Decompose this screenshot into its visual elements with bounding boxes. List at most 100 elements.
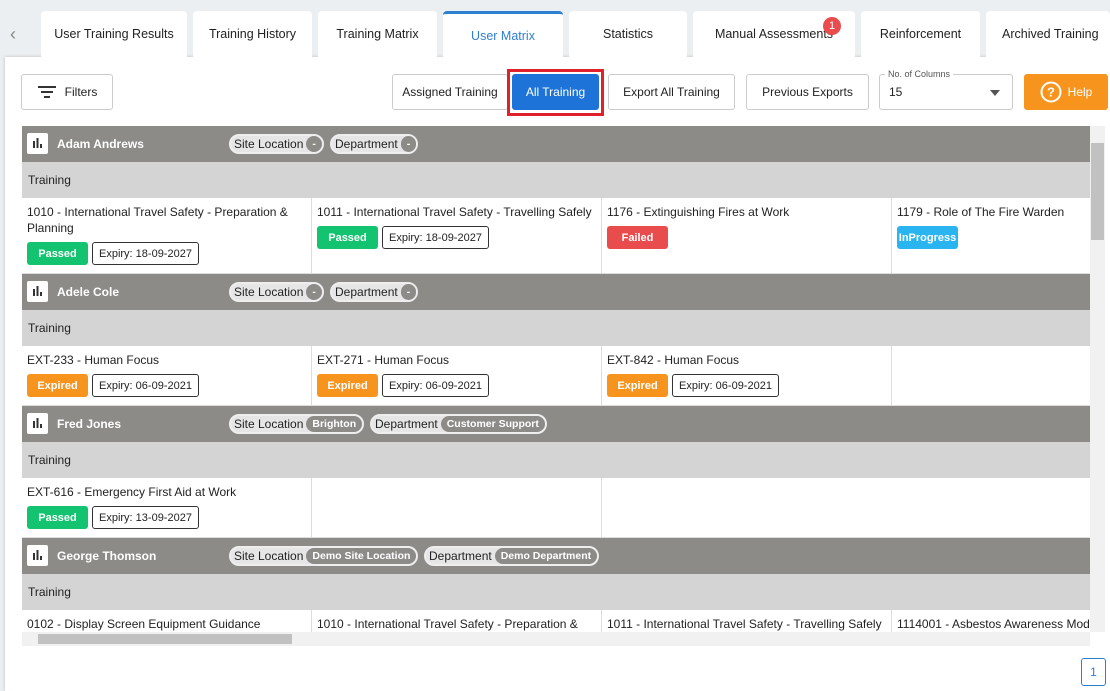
scroll-thumb[interactable] (38, 634, 292, 644)
button-label: Assigned Training (402, 85, 498, 99)
help-icon: ? (1040, 81, 1062, 103)
site-value: Demo Site Location (306, 548, 417, 564)
site-pill: Site Location Brighton (229, 414, 365, 434)
training-status: Passed Expiry: 13-09-2027 (27, 506, 306, 529)
department-value: Demo Department (494, 548, 598, 564)
help-button[interactable]: ? Help (1024, 74, 1108, 110)
department-pill: Department - (330, 282, 419, 302)
user-name: George Thomson (57, 549, 157, 563)
training-title: 1010 - International Travel Safety - Pre… (317, 617, 578, 631)
export-all-training-button[interactable]: Export All Training (608, 74, 735, 110)
tab[interactable]: User Matrix (443, 11, 563, 57)
status-badge: Passed (27, 242, 88, 265)
training-status: Failed (607, 226, 886, 249)
chart-icon (33, 418, 42, 428)
training-title: 1176 - Extinguishing Fires at Work (607, 205, 790, 219)
user-name: Adam Andrews (57, 137, 144, 151)
vertical-scrollbar[interactable] (1090, 126, 1105, 632)
training-status: InProgress (897, 226, 1090, 249)
status-badge: Expired (317, 374, 378, 397)
scroll-thumb[interactable] (1091, 143, 1104, 240)
training-title: EXT-233 - Human Focus (27, 353, 160, 367)
site-value: Brighton (306, 416, 363, 432)
department-value: Customer Support (440, 416, 545, 432)
tab-label: Reinforcement (879, 27, 962, 41)
department-label: Department (335, 137, 398, 151)
tab-label: User Matrix (471, 28, 535, 43)
training-row: EXT-616 - Emergency First Aid at Work Pas… (22, 478, 1090, 538)
training-title: EXT-616 - Emergency First Aid at Work (27, 485, 237, 499)
training-cell: EXT-842 - Human Focus Expired Expiry: 06-0… (602, 346, 892, 405)
training-title: 1114001 - Asbestos Awareness Module 1 - … (897, 617, 1090, 631)
previous-exports-button[interactable]: Previous Exports (746, 74, 869, 110)
department-label: Department (429, 549, 492, 563)
button-label: Help (1067, 85, 1093, 99)
training-status: Expired Expiry: 06-09-2021 (27, 374, 306, 397)
user-icon[interactable] (27, 133, 48, 154)
training-row: EXT-233 - Human Focus Expired Expiry: 06-0… (22, 346, 1090, 406)
expiry-date: Expiry: 06-09-2021 (92, 374, 199, 397)
training-cell: 0102 - Display Screen Equipment Guidance (22, 610, 312, 632)
training-title: 1010 - International Travel Safety - Pre… (27, 205, 288, 235)
status-badge: Passed (317, 226, 378, 249)
training-title: 1011 - International Travel Safety - Tra… (317, 205, 592, 219)
filters-label: Filters (64, 85, 98, 99)
site-pill: Site Location Demo Site Location (229, 546, 419, 566)
training-row: 0102 - Display Screen Equipment Guidance… (22, 610, 1090, 632)
expiry-date: Expiry: 18-09-2027 (92, 242, 199, 265)
empty-cell (312, 478, 602, 537)
training-status: Passed Expiry: 18-09-2027 (27, 242, 306, 265)
tab[interactable]: Training History (193, 11, 312, 57)
training-cell: 1010 - International Travel Safety - Pre… (22, 198, 312, 273)
expiry-date: Expiry: 18-09-2027 (382, 226, 489, 249)
tab[interactable]: Reinforcement (861, 11, 980, 57)
user-name: Fred Jones (57, 417, 122, 431)
tab-badge: 1 (823, 17, 841, 35)
status-badge: InProgress (897, 226, 958, 249)
user-header: Fred Jones Site Location Brighton Departmen… (22, 406, 1090, 442)
tab-label: Training History (208, 27, 297, 41)
chart-icon (33, 286, 42, 296)
tab[interactable]: Archived Training (986, 11, 1110, 57)
filter-icon (37, 86, 56, 98)
site-value: - (306, 284, 322, 300)
tab[interactable]: Statistics (569, 11, 687, 57)
section-row: Training (22, 310, 1090, 346)
user-header: George Thomson Site Location Demo Site Loc… (22, 538, 1090, 574)
tab-label: Manual Assessments (714, 27, 834, 41)
button-label: All Training (525, 85, 586, 99)
tab[interactable]: User Training Results (41, 11, 187, 57)
dropdown-caret (990, 90, 1000, 96)
user-icon[interactable] (27, 545, 48, 566)
tab-label: User Training Results (54, 27, 174, 41)
columns-select[interactable]: 15 (879, 74, 1013, 110)
svg-text:?: ? (1047, 85, 1055, 100)
filters-button[interactable]: Filters (21, 74, 113, 110)
expiry-date: Expiry: 06-09-2021 (672, 374, 779, 397)
tab-label: Archived Training (1002, 27, 1099, 41)
chart-icon (33, 550, 42, 560)
status-badge: Passed (27, 506, 88, 529)
page-button[interactable]: 1 (1081, 658, 1106, 686)
department-pill: Department - (330, 134, 419, 154)
site-pill: Site Location - (229, 134, 324, 154)
user-matrix-grid: Adam Andrews Site Location - Department - Tra… (22, 126, 1090, 632)
horizontal-scrollbar[interactable] (22, 632, 1090, 646)
training-title: 0102 - Display Screen Equipment Guidance (27, 617, 261, 631)
site-value: - (306, 136, 322, 152)
training-cell: 1176 - Extinguishing Fires at Work Failed (602, 198, 892, 273)
tabs-left-arrow[interactable]: ‹ (10, 24, 16, 44)
user-name: Adele Cole (57, 285, 120, 299)
site-label: Site Location (234, 549, 304, 563)
section-row: Training (22, 442, 1090, 478)
tab[interactable]: Training Matrix (318, 11, 437, 57)
training-status: Passed Expiry: 18-09-2027 (317, 226, 596, 249)
training-cell: EXT-616 - Emergency First Aid at Work Pas… (22, 478, 312, 537)
assigned-training-button[interactable]: Assigned Training (392, 74, 508, 110)
training-row: 1010 - International Travel Safety - Pre… (22, 198, 1090, 274)
tab-label: Training Matrix (336, 27, 419, 41)
user-icon[interactable] (27, 413, 48, 434)
user-icon[interactable] (27, 281, 48, 302)
tab[interactable]: Manual Assessments 1 (693, 11, 855, 57)
all-training-button[interactable]: All Training (512, 74, 599, 110)
